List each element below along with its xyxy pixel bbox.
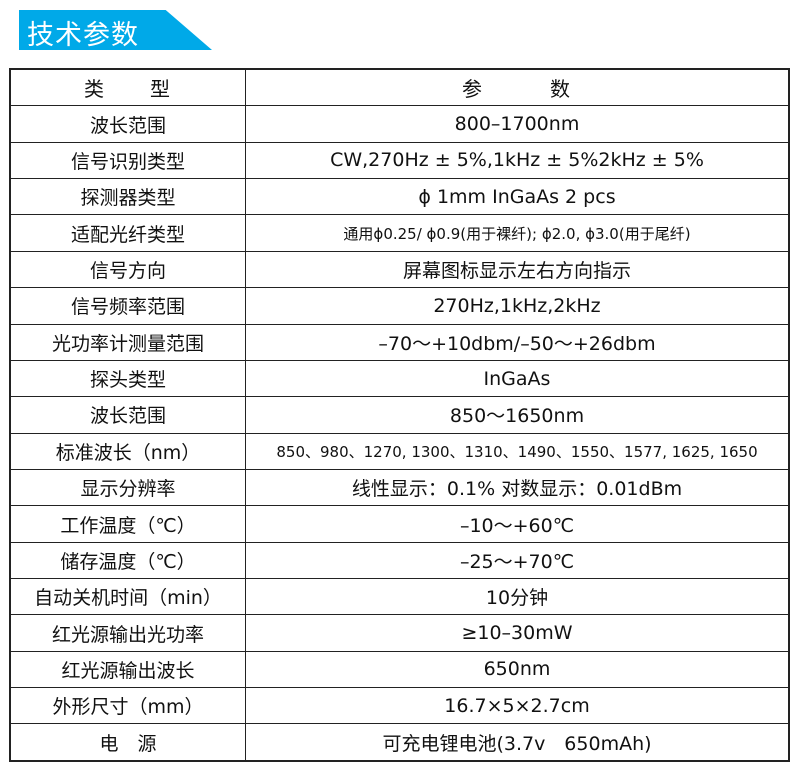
spec-name: 标准波长（nm）	[9, 432, 246, 470]
spec-value: 270Hz,1kHz,2kHz	[245, 287, 790, 325]
table-row: 信号识别类型 CW,270Hz ± 5%,1kHz ± 5%2kHz ± 5%	[9, 141, 790, 180]
spec-value: –70～+10dbm/–50～+26dbm	[245, 323, 790, 361]
table-row: 信号方向 屏幕图标显示左右方向指示	[9, 250, 790, 289]
spec-name: 电 源	[9, 723, 246, 762]
spec-value: 可充电锂电池(3.7v 650mAh)	[245, 723, 790, 762]
spec-name: 信号方向	[9, 250, 246, 289]
spec-name: 工作温度（℃）	[9, 505, 246, 543]
table-row: 外形尺寸（mm） 16.7×5×2.7cm	[9, 687, 790, 725]
spec-table: 类 型 参 数 波长范围 800–1700nm 信号识别类型 CW,270Hz ± 5…	[9, 68, 790, 762]
spec-name: 红光源输出波长	[9, 650, 246, 689]
table-row: 标准波长（nm） 850、980、1270, 1300、1310、1490、155…	[9, 432, 790, 470]
table-row: 储存温度（℃） –25～+70℃	[9, 541, 790, 580]
spec-name: 信号识别类型	[9, 141, 246, 180]
spec-name: 探头类型	[9, 359, 246, 398]
table-row: 探测器类型 ϕ 1mm InGaAs 2 pcs	[9, 178, 790, 216]
table-row: 波长范围 800–1700nm	[9, 105, 790, 143]
spec-name: 波长范围	[9, 105, 246, 143]
spec-name: 探测器类型	[9, 178, 246, 216]
section-title: 技术参数	[27, 20, 139, 51]
spec-name: 信号频率范围	[9, 287, 246, 325]
spec-name: 光功率计测量范围	[9, 323, 246, 361]
spec-value: 线性显示：0.1% 对数显示：0.01dBm	[245, 468, 790, 507]
spec-name: 储存温度（℃）	[9, 541, 246, 580]
spec-name: 显示分辨率	[9, 468, 246, 507]
spec-value: –25～+70℃	[245, 541, 790, 580]
table-row: 探头类型 InGaAs	[9, 359, 790, 398]
table-row: 工作温度（℃） –10～+60℃	[9, 505, 790, 543]
spec-value: 800–1700nm	[245, 105, 790, 143]
spec-value: ϕ 1mm InGaAs 2 pcs	[245, 178, 790, 216]
table-row: 适配光纤类型 通用ϕ0.25/ ϕ0.9(用于裸纤); ϕ2.0, ϕ3.0(用于…	[9, 214, 790, 252]
spec-value: 650nm	[245, 650, 790, 689]
spec-value: CW,270Hz ± 5%,1kHz ± 5%2kHz ± 5%	[245, 141, 790, 180]
table-header-row: 类 型 参 数	[9, 68, 790, 107]
section-title-banner: 技术参数	[19, 10, 212, 50]
table-row: 光功率计测量范围 –70～+10dbm/–50～+26dbm	[9, 323, 790, 361]
spec-name: 适配光纤类型	[9, 214, 246, 252]
table-row: 显示分辨率 线性显示：0.1% 对数显示：0.01dBm	[9, 468, 790, 507]
spec-value: 16.7×5×2.7cm	[245, 687, 790, 725]
spec-value: –10～+60℃	[245, 505, 790, 543]
spec-value: 850、980、1270, 1300、1310、1490、1550、1577, …	[245, 432, 790, 470]
table-row: 波长范围 850～1650nm	[9, 396, 790, 434]
header-param: 参 数	[245, 68, 790, 107]
spec-value: 850～1650nm	[245, 396, 790, 434]
table-row: 信号频率范围 270Hz,1kHz,2kHz	[9, 287, 790, 325]
spec-name: 波长范围	[9, 396, 246, 434]
table-row: 红光源输出光功率 ≥10–30mW	[9, 614, 790, 652]
spec-value: ≥10–30mW	[245, 614, 790, 652]
spec-value: 屏幕图标显示左右方向指示	[245, 250, 790, 289]
spec-name: 红光源输出光功率	[9, 614, 246, 652]
table-row: 自动关机时间（min） 10分钟	[9, 578, 790, 616]
spec-value: InGaAs	[245, 359, 790, 398]
table-row: 电 源可充电锂电池(3.7v 650mAh)	[9, 723, 790, 762]
spec-value: 通用ϕ0.25/ ϕ0.9(用于裸纤); ϕ2.0, ϕ3.0(用于尾纤)	[245, 214, 790, 252]
spec-name: 外形尺寸（mm）	[9, 687, 246, 725]
table-row: 红光源输出波长 650nm	[9, 650, 790, 689]
spec-name: 自动关机时间（min）	[9, 578, 246, 616]
spec-value: 10分钟	[245, 578, 790, 616]
header-type: 类 型	[9, 68, 246, 107]
